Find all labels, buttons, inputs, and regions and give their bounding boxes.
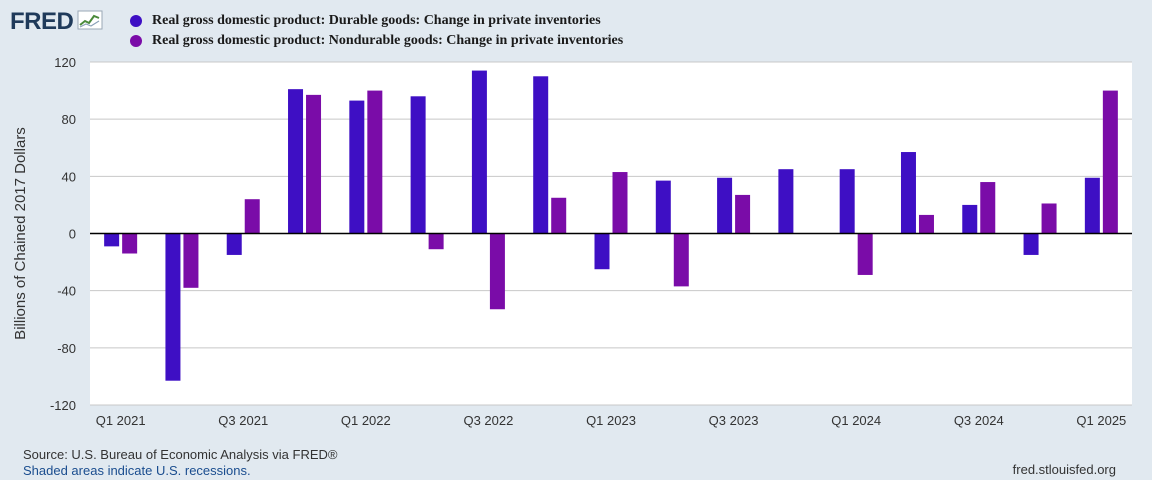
legend-item-durable[interactable]: Real gross domestic product: Durable goo… (130, 11, 623, 31)
bar-durable (839, 169, 855, 234)
bar-durable (717, 177, 733, 234)
bar-durable (1084, 177, 1100, 234)
bar-nondurable (183, 233, 199, 288)
x-tick-label: Q3 2023 (709, 413, 759, 428)
bar-nondurable (489, 233, 505, 310)
recession-note[interactable]: Shaded areas indicate U.S. recessions. (23, 463, 251, 478)
bar-nondurable (428, 233, 444, 250)
legend-label-nondurable: Real gross domestic product: Nondurable … (152, 33, 624, 48)
y-tick-label: 40 (62, 169, 76, 184)
bar-durable (1023, 233, 1039, 255)
bar-durable (165, 233, 181, 381)
bar-nondurable (306, 94, 322, 234)
bar-nondurable (673, 233, 689, 287)
x-tick-label: Q1 2021 (96, 413, 146, 428)
bar-nondurable (244, 199, 260, 234)
y-tick-label: -120 (50, 398, 76, 413)
bar-nondurable (1041, 203, 1057, 234)
y-tick-label: 120 (54, 55, 76, 70)
legend-label-durable: Real gross domestic product: Durable goo… (152, 13, 601, 28)
fred-chart-icon (77, 10, 103, 35)
footer-notes: Source: U.S. Bureau of Economic Analysis… (23, 447, 337, 479)
bar-nondurable (857, 233, 873, 275)
y-tick-label: -40 (57, 284, 76, 299)
y-axis-label: Billions of Chained 2017 Dollars (12, 127, 29, 340)
bar-nondurable (1102, 90, 1118, 234)
bar-nondurable (980, 182, 996, 234)
bar-durable (594, 233, 610, 270)
bar-durable (288, 89, 304, 234)
bar-nondurable (367, 90, 383, 234)
legend-marker-durable (130, 15, 142, 27)
bar-nondurable (612, 172, 628, 234)
x-tick-label: Q3 2021 (218, 413, 268, 428)
legend-item-nondurable[interactable]: Real gross domestic product: Nondurable … (130, 31, 623, 51)
bar-durable (471, 70, 487, 234)
bar-durable (104, 233, 120, 247)
bar-durable (778, 169, 794, 234)
bar-durable (655, 180, 671, 234)
legend-marker-nondurable (130, 35, 142, 47)
y-tick-label: 80 (62, 112, 76, 127)
source-text: Source: U.S. Bureau of Economic Analysis… (23, 447, 338, 462)
x-tick-label: Q1 2024 (831, 413, 881, 428)
x-tick-label: Q3 2024 (954, 413, 1004, 428)
logo-text: FRED (10, 8, 74, 35)
bar-nondurable (735, 194, 751, 234)
bar-nondurable (551, 197, 567, 234)
x-tick-label: Q1 2023 (586, 413, 636, 428)
bar-durable (226, 233, 242, 255)
bar-durable (349, 100, 365, 234)
bar-durable (410, 96, 426, 234)
x-tick-label: Q3 2022 (463, 413, 513, 428)
fred-logo[interactable]: FRED (10, 8, 103, 36)
y-tick-label: 0 (69, 227, 76, 242)
x-tick-label: Q1 2025 (1076, 413, 1126, 428)
bar-durable (962, 204, 978, 234)
x-tick-label: Q1 2022 (341, 413, 391, 428)
bar-nondurable (918, 214, 934, 234)
bar-nondurable (122, 233, 138, 254)
y-tick-label: -80 (57, 341, 76, 356)
bar-durable (900, 152, 916, 234)
bar-durable (533, 76, 549, 234)
site-link[interactable]: fred.stlouisfed.org (1012, 462, 1116, 477)
chart-legend: Real gross domestic product: Durable goo… (130, 11, 623, 51)
